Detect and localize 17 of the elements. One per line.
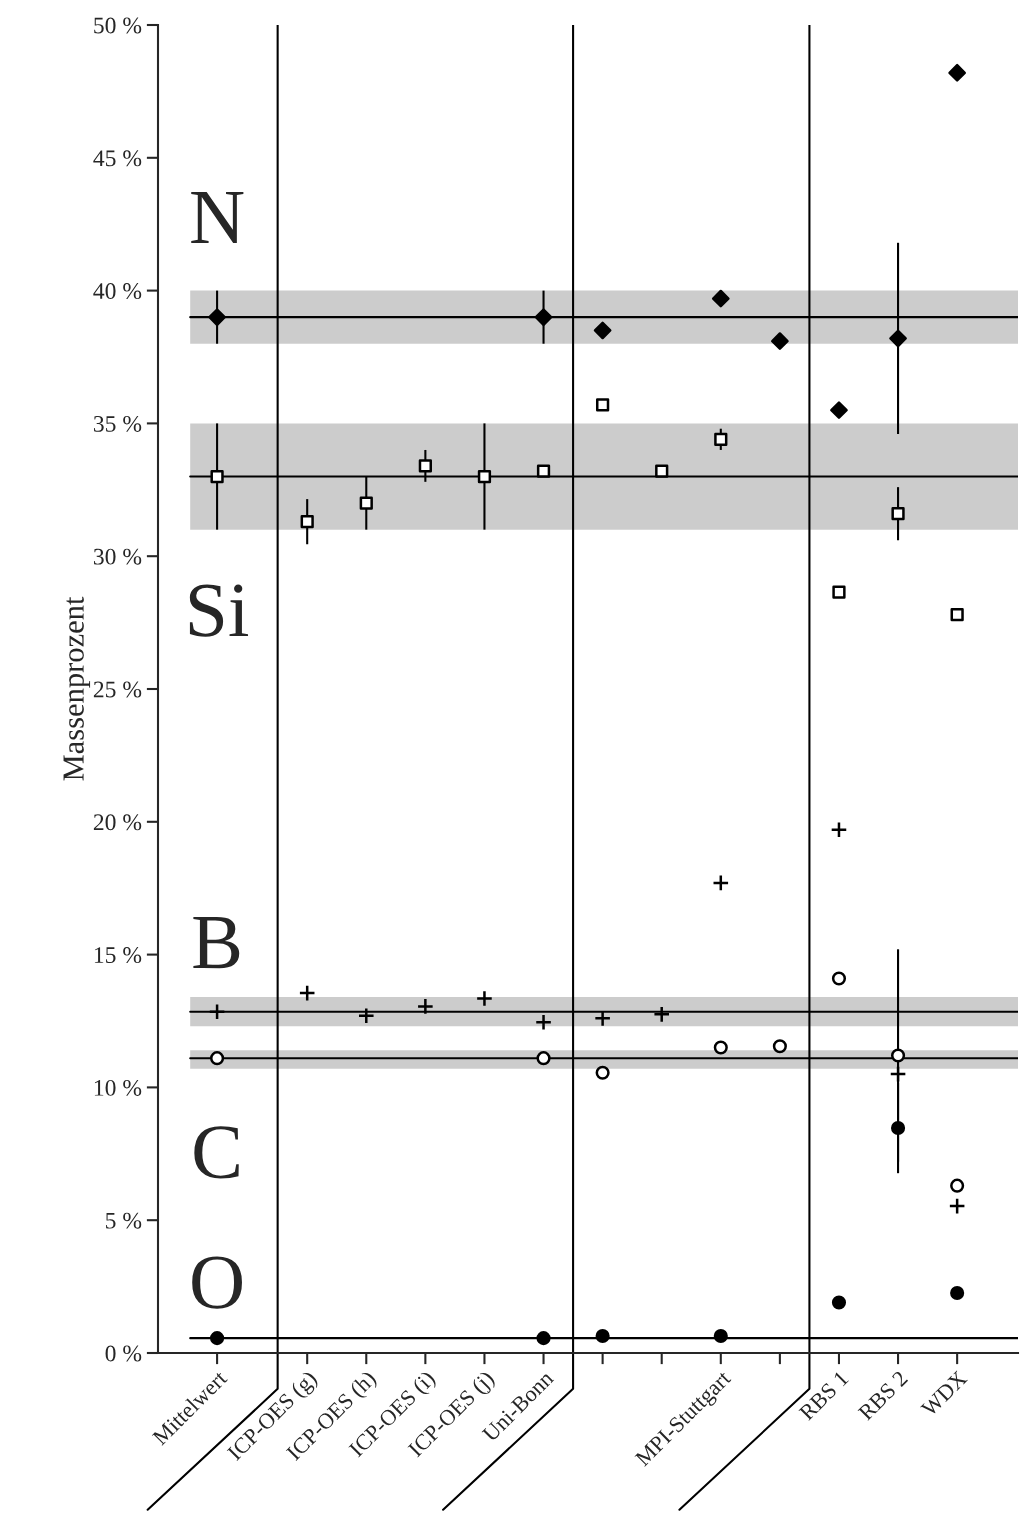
annotation: Si: [189, 584, 249, 637]
y-axis-title: Massenprozent: [63, 596, 91, 781]
y-tick-label: 50 %: [94, 17, 142, 34]
y-tick-label: 0 %: [105, 1345, 142, 1362]
y-tick-label: 35 %: [93, 415, 142, 432]
y-tick-label: 25 %: [93, 681, 142, 698]
annotation: O: [192, 1256, 242, 1309]
y-tick-label: 20 %: [93, 814, 142, 831]
y-tick-label: 30 %: [93, 548, 142, 565]
y-tick-label: 45 %: [93, 150, 142, 167]
annotation: C: [194, 1126, 239, 1179]
annotation: N: [191, 191, 244, 243]
y-tick-label: 40 %: [93, 283, 142, 300]
y-tick-label: 5 %: [106, 1212, 142, 1229]
y-tick-label: 10 %: [94, 1079, 142, 1096]
annotation: B: [193, 917, 240, 969]
y-tick-label: 15 %: [94, 947, 142, 964]
